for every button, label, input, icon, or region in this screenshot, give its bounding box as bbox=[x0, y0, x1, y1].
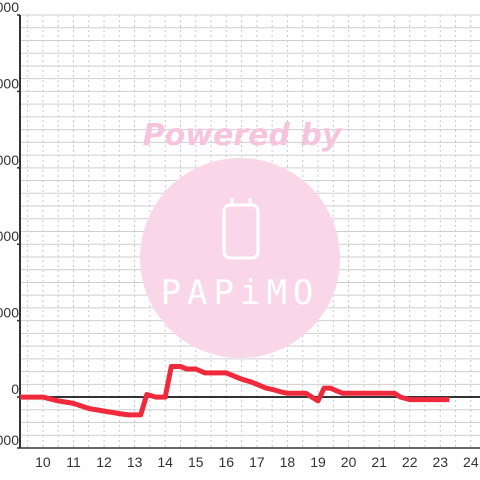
watermark-text: Powered by bbox=[143, 118, 343, 153]
x-tick-label: 14 bbox=[157, 454, 173, 470]
papimo-watermark: Powered by PAPiMO bbox=[140, 118, 343, 358]
x-tick-label: 15 bbox=[188, 454, 204, 470]
phone-icon bbox=[222, 198, 260, 260]
chart-series bbox=[20, 364, 450, 418]
x-tick-label: 12 bbox=[96, 454, 112, 470]
y-tick-label: 90,000 bbox=[0, 152, 19, 168]
x-tick-label: 13 bbox=[127, 454, 143, 470]
y-tick-label: 30,000 bbox=[0, 305, 19, 321]
watermark-brand: PAPiMO bbox=[161, 273, 320, 313]
y-tick-label: 120,000 bbox=[0, 75, 19, 91]
x-tick-label: 20 bbox=[341, 454, 357, 470]
x-tick-label: 23 bbox=[432, 454, 448, 470]
x-tick-label: 24 bbox=[463, 454, 479, 470]
x-tick-label: 18 bbox=[280, 454, 296, 470]
x-tick-label: 11 bbox=[66, 454, 81, 470]
x-tick-label: 17 bbox=[249, 454, 265, 470]
y-tick-label: 150,000 bbox=[0, 0, 19, 15]
series-line bbox=[20, 364, 450, 418]
y-tick-label: -20,000 bbox=[0, 432, 19, 448]
y-tick-label: 0 bbox=[11, 381, 19, 397]
chart-tick-labels: -20,000 0 30,000 60,000 90,000 120,000 150,000… bbox=[0, 0, 479, 470]
y-tick-label: 60,000 bbox=[0, 228, 19, 244]
x-tick-label: 10 bbox=[35, 454, 51, 470]
x-tick-label: 22 bbox=[402, 454, 418, 470]
x-tick-label: 19 bbox=[310, 454, 326, 470]
x-tick-label: 21 bbox=[371, 454, 387, 470]
x-tick-label: 16 bbox=[219, 454, 235, 470]
